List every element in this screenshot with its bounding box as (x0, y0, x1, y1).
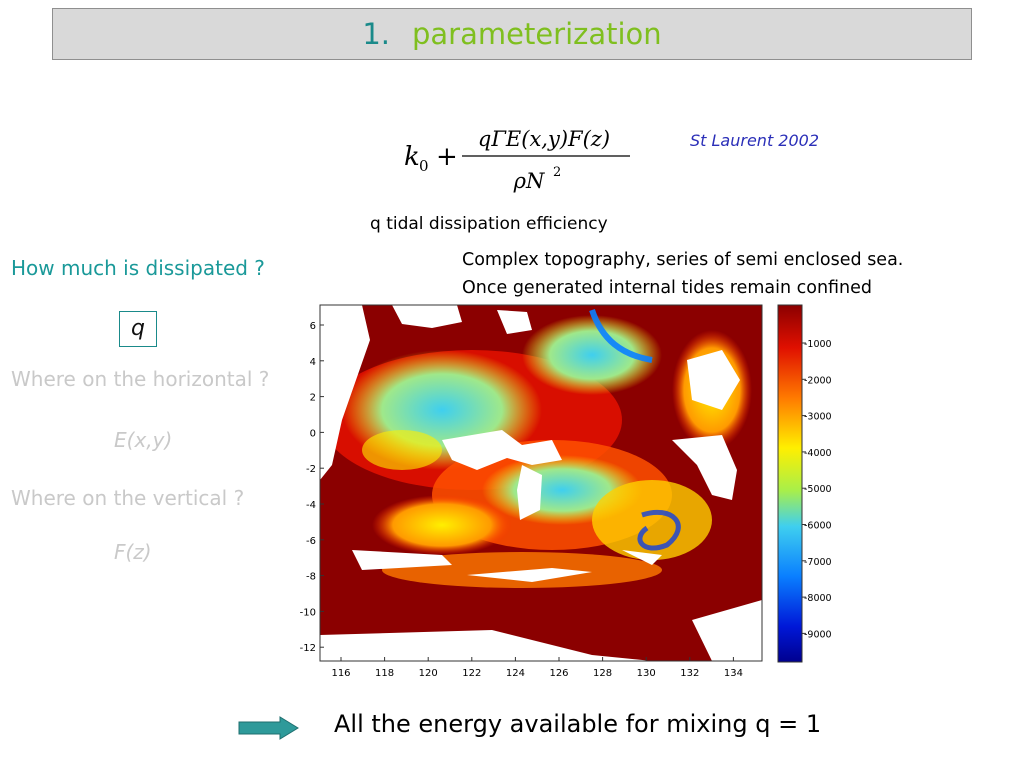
formula-k0: k (404, 142, 420, 172)
y-tick-label: -10 (300, 607, 316, 618)
fz-label: F(z) (114, 540, 152, 564)
colorbar-axis: -1000 -2000 -3000 -4000 -5000 -6000 -7000 -8000… (802, 339, 832, 640)
map-x-axis: 116 118 120 122 124 126 128 130 132 134 (331, 657, 743, 679)
colorbar-tick-label: -3000 (804, 412, 832, 423)
formula-plus: + (436, 142, 458, 172)
q-symbol-box: q (119, 311, 157, 347)
colorbar-tick-label: -4000 (804, 448, 832, 459)
y-tick-label: -8 (306, 572, 316, 583)
topography-note: Complex topography, series of semi enclo… (462, 246, 903, 302)
bathymetry-map: 6 4 2 0 -2 -4 -6 -8 -10 -12 116 118 120 122 124 126 128… (300, 304, 832, 679)
map-y-axis: 6 4 2 0 -2 -4 -6 -8 -10 -12 (300, 321, 324, 654)
y-tick-label: 2 (310, 393, 316, 404)
x-tick-label: 134 (724, 668, 743, 679)
colorbar-tick-label: -8000 (804, 593, 832, 604)
right-arrow-icon (238, 716, 299, 740)
formula: k 0 + qΓE(x,y)F(z) ρN 2 (404, 118, 634, 198)
question-vertical: Where on the vertical ? (11, 486, 245, 510)
topography-note-line1: Complex topography, series of semi enclo… (462, 250, 904, 270)
y-tick-label: -6 (306, 536, 316, 547)
question-how-much: How much is dissipated ? (11, 256, 265, 280)
question-horizontal: Where on the horizontal ? (11, 367, 270, 391)
x-tick-label: 126 (549, 668, 568, 679)
conclusion-text: All the energy available for mixing q = … (334, 710, 822, 738)
x-tick-label: 124 (506, 668, 525, 679)
citation: St Laurent 2002 (690, 131, 820, 150)
y-tick-label: -2 (306, 464, 316, 475)
map-plot-area (319, 304, 763, 662)
colorbar-tick-label: -7000 (804, 557, 832, 568)
page-title: parameterization (411, 17, 662, 51)
title-bar: 1. parameterization (52, 8, 972, 60)
colorbar-tick-label: -9000 (804, 629, 832, 640)
x-tick-label: 128 (593, 668, 612, 679)
colorbar-tick-label: -1000 (804, 339, 832, 350)
formula-denominator: ρN (513, 169, 545, 193)
y-tick-label: -12 (300, 643, 316, 654)
q-caption: q tidal dissipation efficiency (370, 214, 608, 234)
x-tick-label: 116 (331, 668, 350, 679)
exy-label: E(x,y) (114, 428, 173, 452)
colorbar-tick-label: -5000 (804, 484, 832, 495)
x-tick-label: 120 (419, 668, 438, 679)
formula-denominator-sup: 2 (553, 165, 561, 180)
title-number: 1. (362, 17, 390, 51)
x-tick-label: 118 (375, 668, 394, 679)
y-tick-label: 6 (310, 321, 316, 332)
formula-numerator: qΓE(x,y)F(z) (478, 127, 610, 151)
colorbar-tick-label: -6000 (804, 521, 832, 532)
colorbar (777, 304, 803, 663)
topography-note-line2: Once generated internal tides remain con… (462, 278, 873, 298)
x-tick-label: 132 (680, 668, 699, 679)
y-tick-label: -4 (306, 500, 316, 511)
y-tick-label: 0 (310, 428, 316, 439)
bathymetry-map-figure: 6 4 2 0 -2 -4 -6 -8 -10 -12 116 118 120 122 124 126 128… (292, 300, 852, 690)
y-tick-label: 4 (310, 357, 316, 368)
colorbar-tick-label: -2000 (804, 375, 832, 386)
formula-k0-sub: 0 (419, 157, 429, 175)
x-tick-label: 130 (637, 668, 656, 679)
x-tick-label: 122 (462, 668, 481, 679)
